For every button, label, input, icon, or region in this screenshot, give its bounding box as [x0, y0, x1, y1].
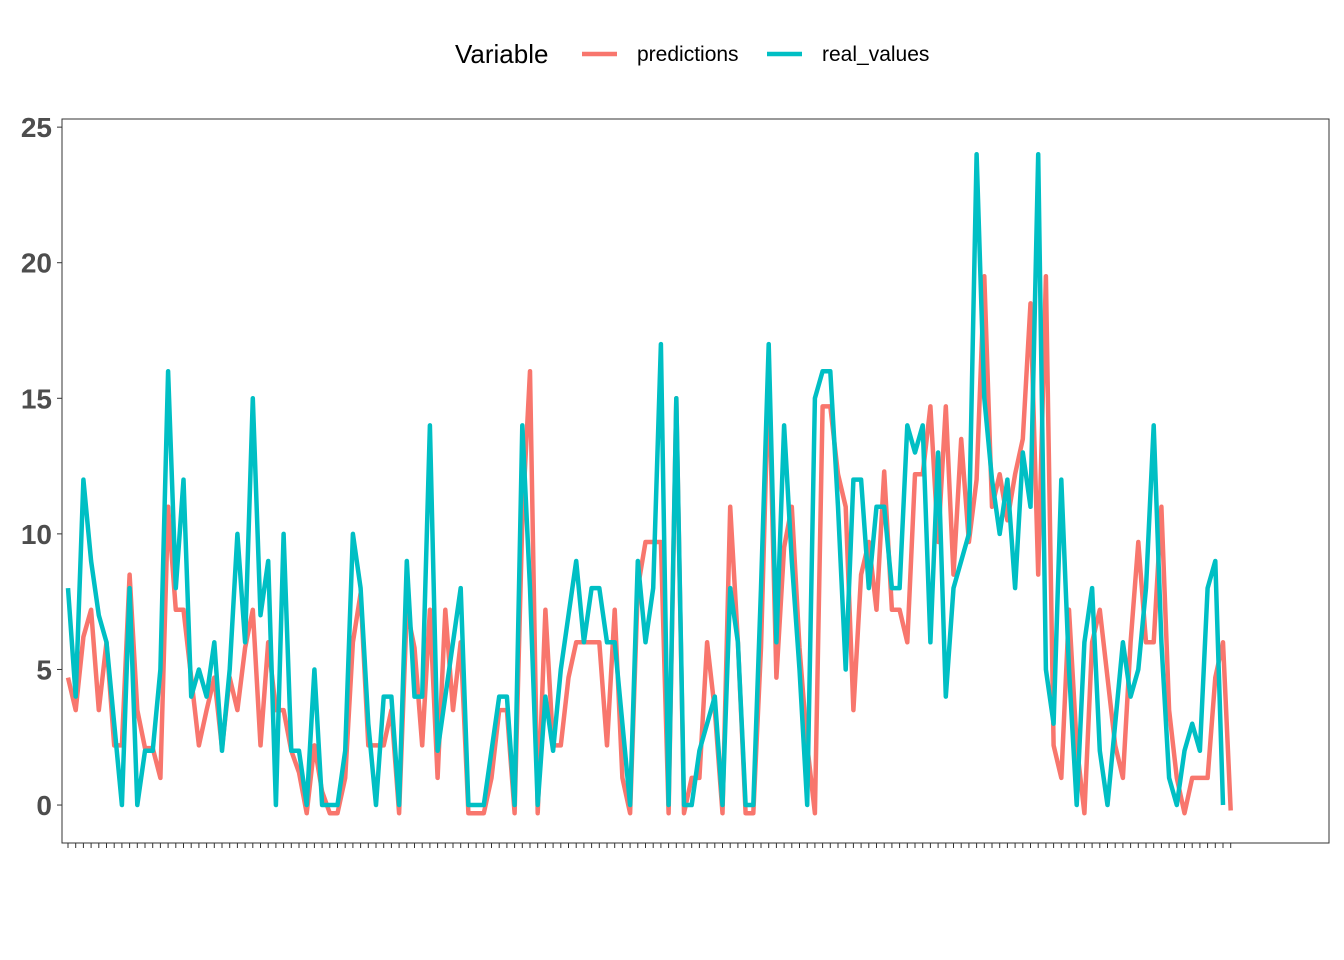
y-tick-label: 20	[21, 248, 52, 279]
series-layer	[65, 152, 1233, 816]
legend-label-real-values: real_values	[822, 43, 929, 66]
legend: Variable predictions real_values	[455, 39, 929, 69]
y-tick-label: 0	[36, 790, 52, 821]
series-line-real-values	[65, 152, 1226, 808]
y-tick-label: 15	[21, 383, 52, 414]
y-tick-label: 10	[21, 519, 52, 550]
x-axis	[67, 843, 1232, 848]
y-tick-label: 25	[21, 112, 52, 143]
series-line-predictions	[65, 274, 1233, 816]
legend-label-predictions: predictions	[637, 43, 739, 66]
y-tick-label: 5	[36, 654, 52, 685]
legend-title: Variable	[455, 39, 548, 69]
y-axis: 0 5 10 15 20 25	[21, 112, 62, 821]
plot-panel	[61, 118, 1330, 844]
